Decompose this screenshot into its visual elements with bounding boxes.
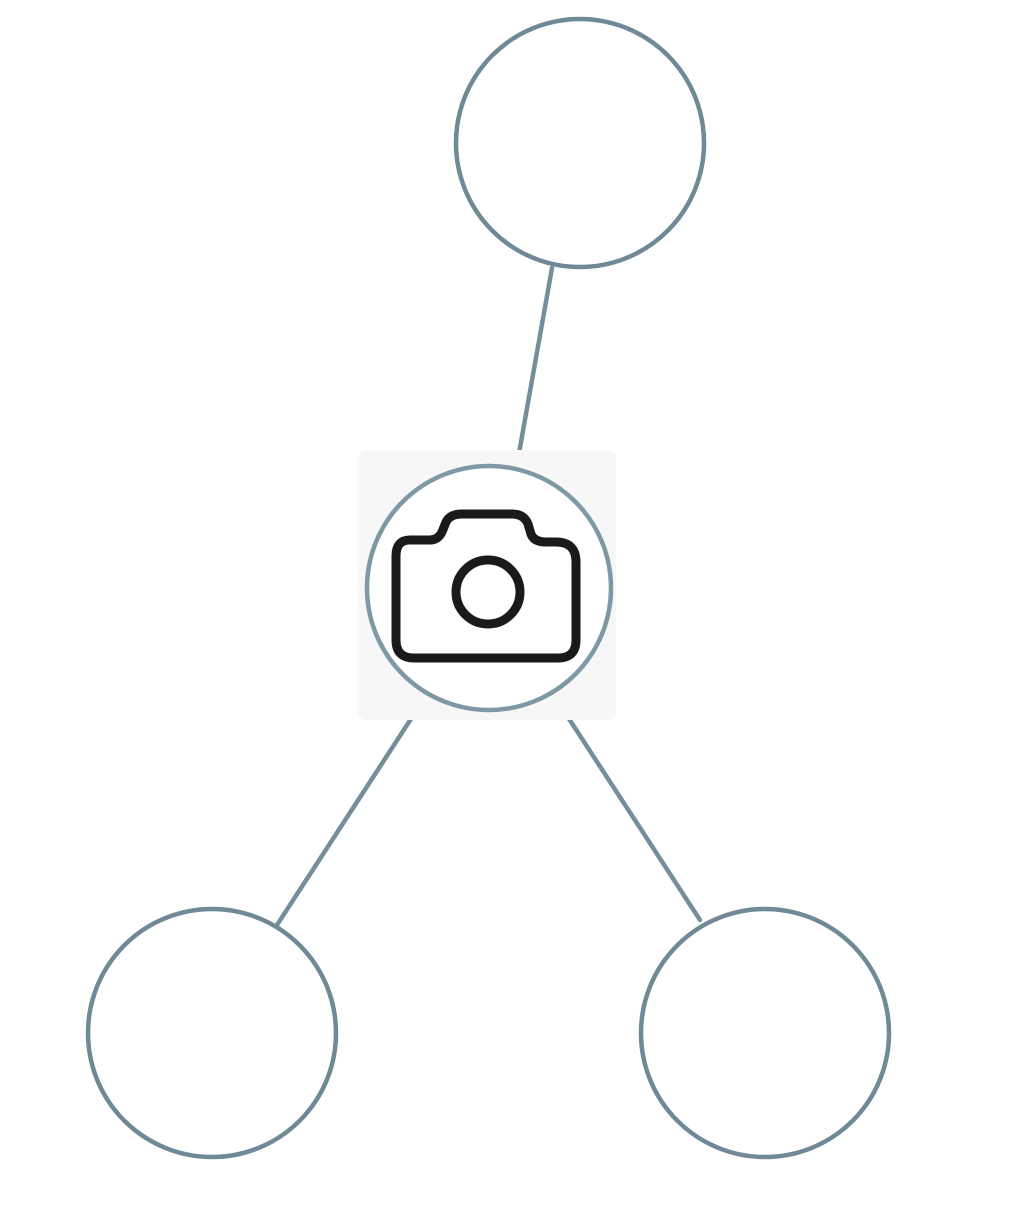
node-bottom-right	[638, 906, 892, 1160]
center-node	[358, 450, 616, 720]
camera-lens-shape	[451, 555, 525, 629]
node-bottom-left	[85, 906, 339, 1160]
node-top	[453, 16, 707, 270]
node-bottom-left-circle	[85, 906, 339, 1160]
edge-bottom-left	[272, 702, 423, 931]
camera-icon	[391, 509, 581, 663]
edge-top	[513, 265, 555, 473]
edge-bottom-right	[557, 702, 703, 923]
camera-body-shape	[391, 509, 581, 663]
node-top-circle	[453, 16, 707, 270]
node-bottom-right-circle	[638, 906, 892, 1160]
center-node-ring	[364, 463, 614, 713]
